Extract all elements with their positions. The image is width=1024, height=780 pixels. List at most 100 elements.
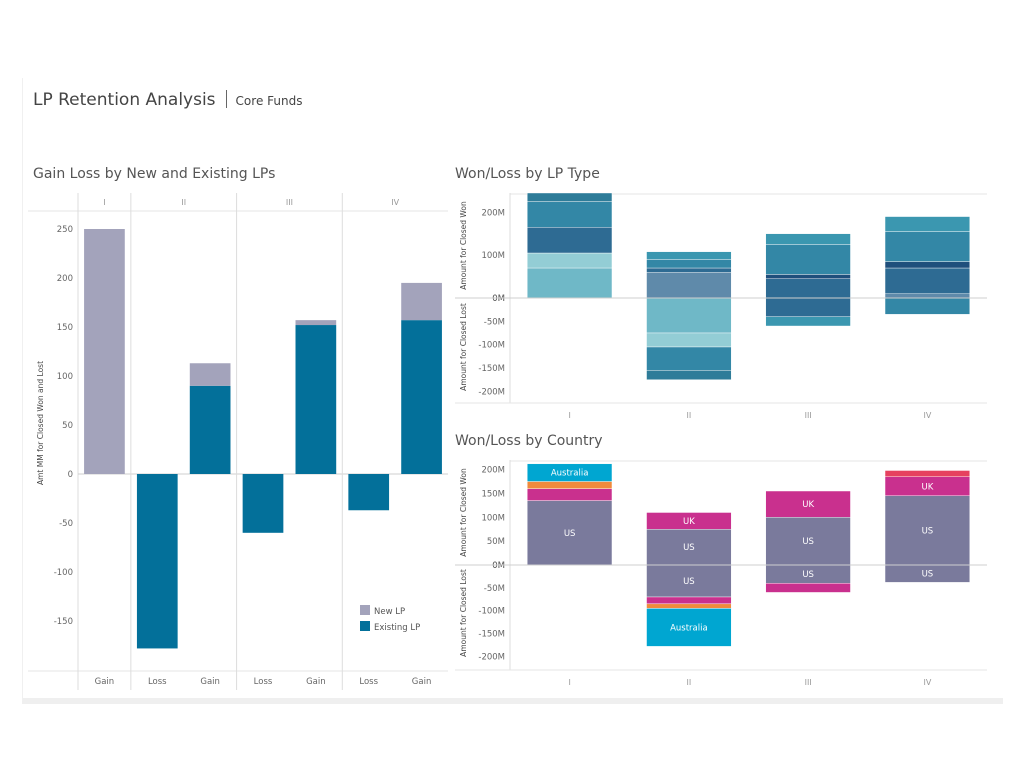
segment-label: US — [683, 577, 695, 587]
y-tick-label: 0 — [68, 470, 73, 480]
x-tick-label: Gain — [95, 677, 115, 687]
stack-segment-won — [527, 201, 613, 228]
legend-swatch — [360, 621, 370, 631]
x-tick-label: Loss — [148, 677, 167, 687]
stack-segment-won — [646, 251, 732, 260]
country-chart: 200M150M100M50M0M0M-50M-100M-150M-200MAm… — [455, 460, 987, 687]
segment-label: US — [922, 570, 934, 580]
segment-label: US — [683, 543, 695, 553]
stack-segment-lost — [646, 332, 732, 348]
stack-segment-won — [646, 512, 732, 530]
x-tick-label: IV — [923, 411, 931, 420]
bar-segment — [401, 282, 442, 321]
y-tick-label-won: 0M — [492, 561, 505, 571]
stack-segment-won — [527, 481, 613, 489]
panel-header-label: III — [286, 198, 293, 207]
legend-label: Existing LP — [374, 623, 420, 633]
dashboard-header: LP Retention Analysis Core Funds — [33, 90, 302, 114]
stack-segment-won — [646, 272, 732, 299]
y-tick-label-lost: -200M — [478, 652, 505, 662]
segment-label: UK — [802, 500, 814, 510]
y-tick-label: 50 — [62, 421, 73, 431]
y-tick-label: 200 — [57, 274, 73, 284]
stack-segment-lost — [646, 603, 732, 609]
chart-title-lp-type: Won/Loss by LP Type — [455, 166, 600, 182]
stack-segment-won — [765, 517, 851, 566]
stack-segment-lost — [646, 596, 732, 605]
y-tick-label: -150 — [54, 617, 73, 627]
stack-segment-won — [884, 261, 970, 269]
segment-label: UK — [683, 517, 695, 527]
stack-segment-lost — [646, 297, 732, 334]
stack-segment-lost — [646, 608, 732, 647]
bar-segment — [295, 320, 337, 326]
stack-segment-lost — [765, 297, 851, 317]
y-tick-label-lost: -50M — [484, 317, 505, 327]
stack-segment-lost — [646, 370, 732, 380]
y-tick-label-won: 50M — [487, 537, 505, 547]
bar-segment — [189, 385, 231, 474]
panel-header-label: I — [103, 198, 105, 207]
stack-segment-won — [765, 244, 851, 275]
page-subtitle: Core Funds — [235, 94, 303, 108]
stack-segment-won — [765, 490, 851, 518]
stack-segment-lost — [646, 564, 732, 598]
x-tick-label: I — [568, 678, 570, 687]
stack-segment-lost — [646, 346, 732, 371]
bar-segment — [401, 320, 442, 474]
stack-segment-won — [884, 470, 970, 477]
stack-segment-won — [527, 488, 613, 501]
y-tick-label-won: 0M — [492, 294, 505, 304]
bar-segment — [295, 325, 337, 474]
header-separator — [225, 90, 227, 108]
y-axis-title-won: Amount for Closed Won — [459, 468, 468, 557]
stack-segment-won — [527, 463, 613, 482]
stack-segment-lost — [884, 297, 970, 315]
y-tick-label-lost: -150M — [478, 630, 505, 640]
panel-header-label: IV — [391, 198, 399, 207]
y-tick-label-lost: -150M — [478, 364, 505, 374]
y-tick-label-won: 100M — [481, 513, 505, 523]
y-tick-label: -100 — [54, 568, 73, 578]
stack-segment-lost — [765, 583, 851, 593]
y-tick-label-won: 100M — [481, 251, 505, 261]
gain-loss-chart: 250 200 150 100 50 0 -50 -100 -150 Amt MM for Clo… — [28, 193, 448, 690]
y-axis-title: Amt MM for Closed Won and Lost — [36, 361, 45, 485]
segment-label: US — [802, 570, 814, 580]
y-tick-label-lost: 0M — [492, 561, 505, 571]
stack-segment-won — [527, 193, 613, 202]
y-axis-title-lost: Amount for Closed Lost — [459, 303, 468, 391]
bar-segment — [242, 474, 284, 533]
stack-segment-won — [527, 252, 613, 269]
y-tick-label-won: 200M — [481, 466, 505, 476]
stack-segment-won — [765, 278, 851, 299]
stack-segment-won — [527, 227, 613, 254]
y-tick-label-lost: -50M — [484, 584, 505, 594]
x-tick-label: II — [687, 678, 692, 687]
legend-swatch — [360, 605, 370, 615]
y-axis-title-lost: Amount for Closed Lost — [459, 569, 468, 657]
page-title: LP Retention Analysis — [33, 90, 216, 110]
stack-segment-won — [646, 267, 732, 273]
stack-segment-won — [646, 259, 732, 269]
y-tick-label: 250 — [57, 225, 73, 235]
segment-label: Australia — [670, 623, 708, 633]
segment-label: Australia — [551, 469, 589, 479]
stack-segment-won — [765, 233, 851, 245]
y-tick-label-lost: -100M — [478, 607, 505, 617]
segment-label: UK — [921, 482, 933, 492]
panel-header-label: II — [181, 198, 186, 207]
chart-title-gain-loss: Gain Loss by New and Existing LPs — [33, 166, 276, 182]
y-tick-label-lost: 0M — [492, 294, 505, 304]
chart-title-country: Won/Loss by Country — [455, 433, 603, 449]
stack-segment-lost — [765, 316, 851, 327]
x-tick-label: Gain — [306, 677, 326, 687]
y-tick-label: 100 — [57, 372, 73, 382]
x-tick-label: III — [805, 411, 812, 420]
y-tick-label-won: 200M — [481, 208, 505, 218]
x-tick-label: Gain — [412, 677, 432, 687]
bar-segment — [136, 474, 178, 649]
legend-label: New LP — [374, 607, 405, 617]
segment-label: US — [564, 529, 576, 539]
